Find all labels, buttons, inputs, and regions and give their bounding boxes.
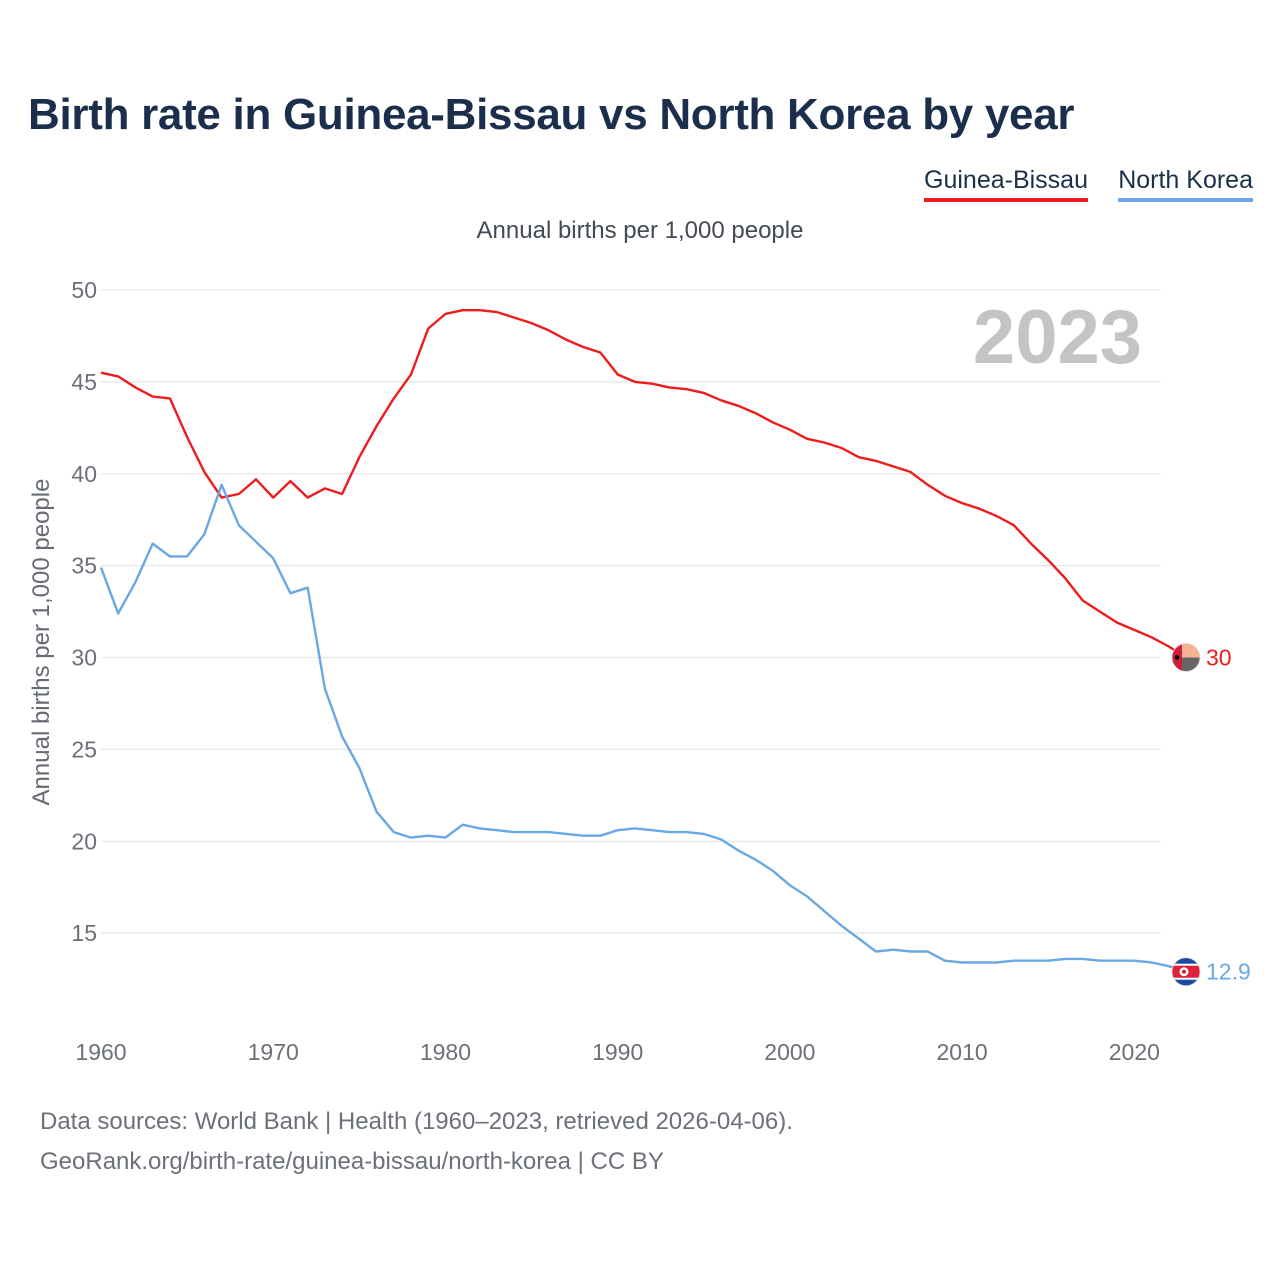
chart-subtitle: Annual births per 1,000 people <box>476 217 804 244</box>
year-watermark: 2023 <box>972 295 1142 380</box>
series-line-north-korea[interactable] <box>99 483 1187 973</box>
flag-icon-guinea-bissau <box>1171 643 1201 672</box>
legend-item-north-korea[interactable]: North Korea <box>1118 166 1253 202</box>
y-tick-label: 30 <box>71 645 97 671</box>
data-source-note: Data sources: World Bank | Health (1960–… <box>40 1108 793 1135</box>
x-tick-label: 1960 <box>75 1039 126 1065</box>
data-series <box>99 309 1187 973</box>
y-tick-label: 35 <box>71 553 97 579</box>
y-tick-label: 50 <box>71 277 97 303</box>
y-tick-label: 40 <box>71 461 97 487</box>
y-tick-label: 25 <box>71 736 97 762</box>
x-tick-label: 1980 <box>420 1039 471 1065</box>
y-tick-label: 45 <box>71 369 97 395</box>
end-value-label-guinea-bissau: 30 <box>1206 645 1232 671</box>
series-end-markers: 30 12.9 <box>1171 643 1251 987</box>
y-axis-label: Annual births per 1,000 people <box>28 478 55 806</box>
x-tick-label: 2010 <box>937 1039 988 1065</box>
grid-lines <box>101 289 1161 934</box>
legend-item-guinea-bissau[interactable]: Guinea-Bissau <box>924 166 1088 202</box>
end-value-label-north-korea: 12.9 <box>1206 959 1251 985</box>
x-tick-label: 1970 <box>248 1039 299 1065</box>
x-tick-label: 2020 <box>1109 1039 1160 1065</box>
x-tick-labels: 1960 1970 1980 1990 2000 2010 2020 <box>75 1039 1160 1065</box>
chart-title: Birth rate in Guinea-Bissau vs North Kor… <box>28 90 1075 139</box>
x-tick-label: 1990 <box>592 1039 643 1065</box>
flag-icon-north-korea <box>1171 957 1201 987</box>
y-tick-label: 20 <box>71 828 97 854</box>
x-tick-label: 2000 <box>764 1039 815 1065</box>
y-tick-label: 15 <box>71 920 97 946</box>
y-tick-labels: 15 20 25 30 35 40 45 50 <box>71 277 97 946</box>
source-url[interactable]: GeoRank.org/birth-rate/guinea-bissau/nor… <box>40 1148 664 1175</box>
series-line-guinea-bissau[interactable] <box>100 309 1187 659</box>
